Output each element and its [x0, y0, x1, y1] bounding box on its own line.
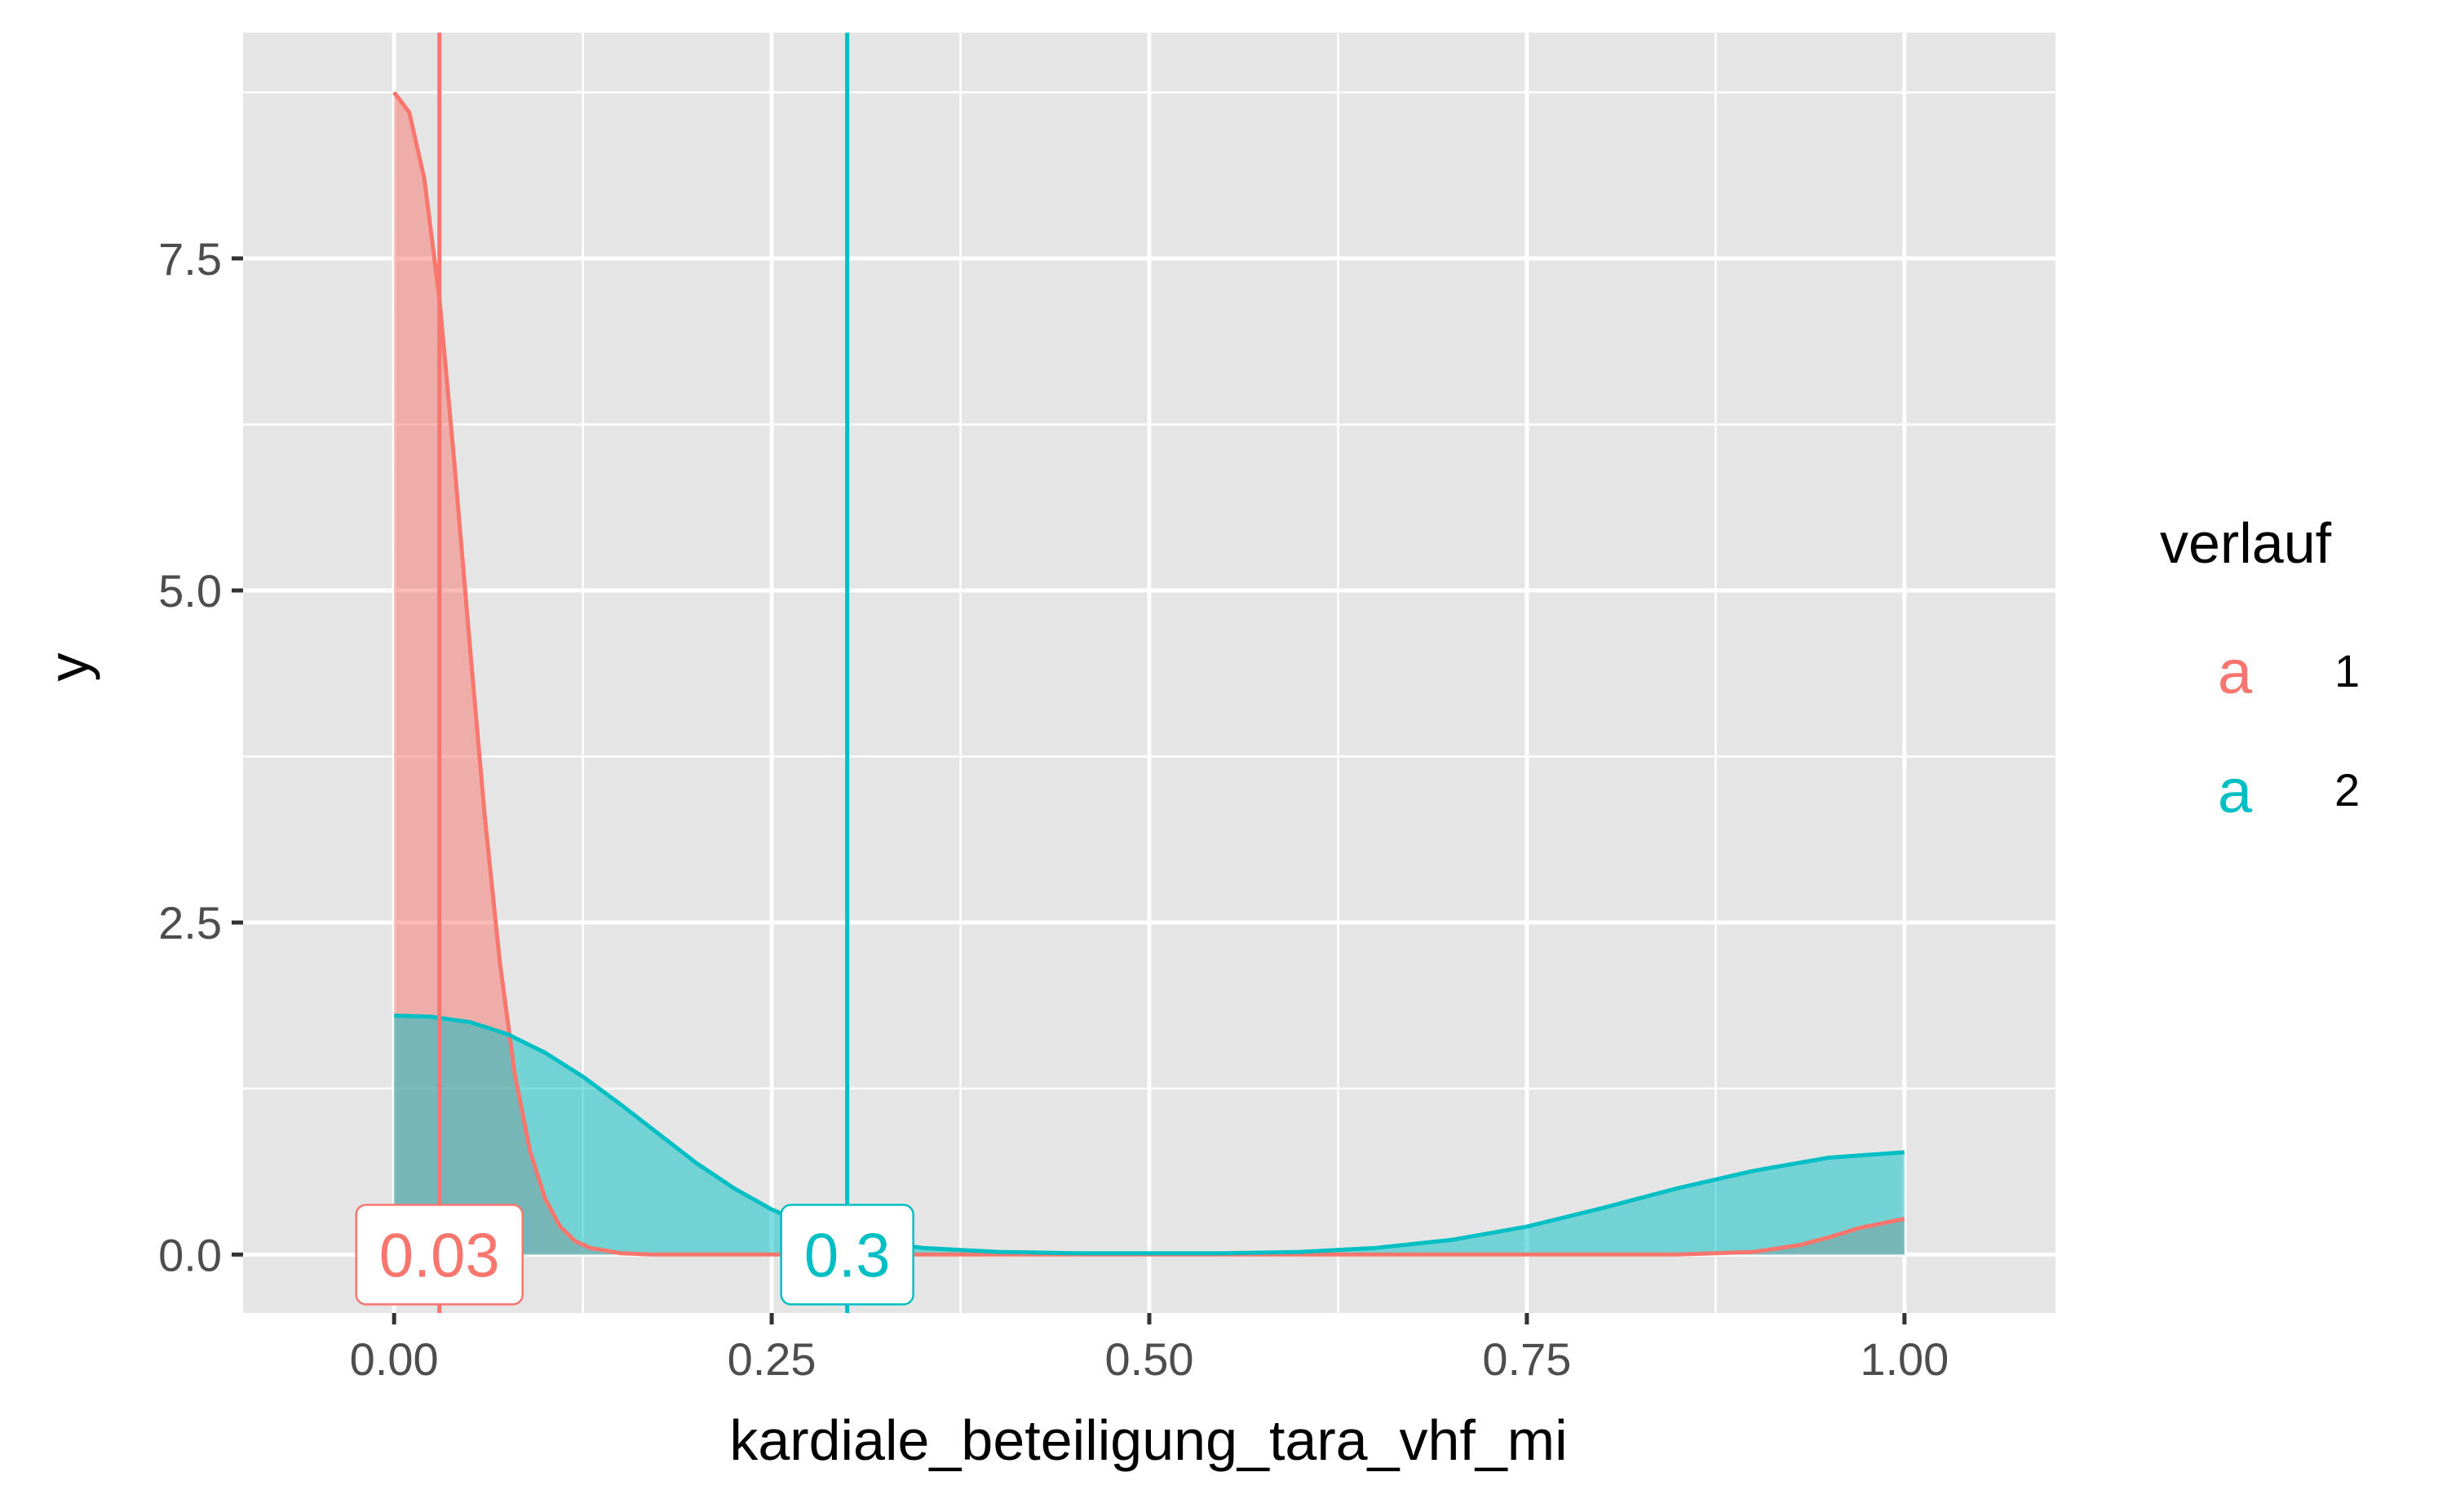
y-tick-label: 7.5: [158, 233, 222, 285]
y-tick-label: 2.5: [158, 897, 222, 948]
legend-key-series-2: a: [2218, 757, 2253, 826]
mean-lines: [437, 33, 850, 1313]
x-axis: 0.00 0.25 0.50 0.75 1.00: [350, 1313, 1949, 1385]
mean-labels: 0.03 0.3: [355, 1204, 914, 1306]
legend-label-series-1: 1: [2334, 645, 2360, 696]
y-axis: 0.0 2.5 5.0 7.5: [158, 233, 243, 1280]
legend-title: verlauf: [2160, 511, 2332, 575]
y-tick-label: 5.0: [158, 565, 222, 617]
density-line-series-2: [394, 1013, 1905, 1256]
legend-key-series-1: a: [2218, 638, 2253, 707]
legend-label-series-2: 2: [2334, 764, 2360, 816]
x-tick-label: 0.00: [350, 1333, 439, 1385]
x-axis-title: kardiale_beteiligung_tara_vhf_mi: [729, 1408, 1567, 1472]
x-tick-label: 0.25: [728, 1333, 816, 1385]
density-area-series-2: [394, 1015, 1905, 1255]
y-tick-label: 0.0: [158, 1229, 222, 1280]
y-axis-title: y: [37, 653, 100, 682]
density-areas: [394, 92, 1905, 1255]
mean-label-box-series-1: [355, 1204, 524, 1306]
mean-label-series-1: 0.03: [379, 1221, 500, 1290]
density-line-series-1: [392, 91, 1905, 1257]
mean-label-box-series-2: [780, 1204, 914, 1306]
density-curves: [392, 91, 1905, 1257]
mean-label-series-2: 0.3: [804, 1221, 891, 1290]
legend: verlauf a 1 a 2: [2160, 511, 2360, 826]
x-tick-label: 0.50: [1105, 1333, 1194, 1385]
x-tick-label: 0.75: [1482, 1333, 1571, 1385]
x-tick-label: 1.00: [1860, 1333, 1949, 1385]
